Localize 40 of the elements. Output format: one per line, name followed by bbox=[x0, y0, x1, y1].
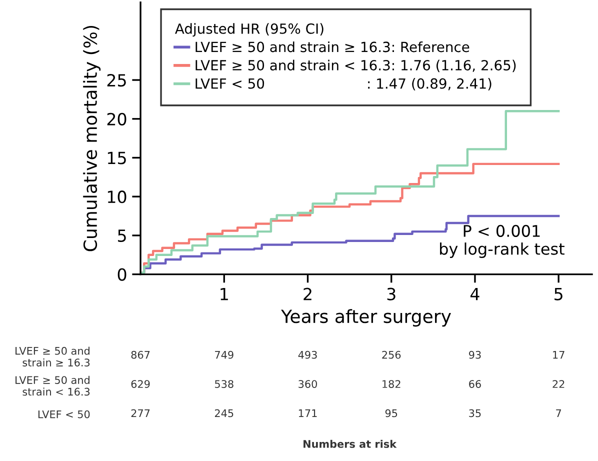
x-tick-label: 2 bbox=[304, 288, 312, 300]
data-label: 538 bbox=[215, 380, 234, 388]
x-axis-title: Numbers at risk bbox=[304, 440, 397, 448]
x-axis-title: Years after surgery bbox=[281, 309, 451, 327]
data-label: 17 bbox=[553, 351, 564, 359]
data-label: 35 bbox=[469, 409, 481, 418]
data-label: 749 bbox=[215, 350, 234, 359]
y-tick-label: 20 bbox=[107, 112, 126, 126]
y-tick-label: 15 bbox=[108, 152, 126, 164]
x-tick-label: 3 bbox=[387, 288, 396, 300]
legend-label: LVEF ≥ 50 and strain < 16.3: 1.76 (1.16, 2.65) bbox=[196, 60, 516, 72]
data-label: 66 bbox=[469, 380, 481, 388]
y-tick-label: LVEF < 50 bbox=[38, 410, 90, 418]
x-tick-label: 4 bbox=[470, 288, 480, 300]
data-label: 493 bbox=[298, 350, 317, 359]
data-label: 256 bbox=[382, 350, 401, 359]
y-tick-label: 0 bbox=[118, 268, 126, 281]
x-tick-label: 5 bbox=[554, 288, 562, 300]
data-label: 277 bbox=[131, 409, 150, 418]
y-tick-label: 25 bbox=[107, 74, 126, 87]
y-axis-title: Cumulative mortality (%) bbox=[83, 26, 101, 252]
y-tick-label: 10 bbox=[108, 190, 126, 204]
data-label: 22 bbox=[552, 380, 564, 388]
data-label: 182 bbox=[382, 380, 400, 388]
data-label: 245 bbox=[214, 409, 234, 418]
legend-title: Adjusted HR (95% CI) bbox=[175, 23, 324, 37]
data-label: 171 bbox=[298, 409, 317, 418]
legend-label: LVEF ≥ 50 and strain ≥ 16.3: Reference bbox=[196, 41, 470, 52]
data-label: 7 bbox=[556, 409, 561, 418]
y-tick-label: LVEF ≥ 50 and strain < 16.3 bbox=[16, 376, 90, 396]
annotation: P < 0.001 by log-rank test bbox=[440, 224, 564, 258]
legend-label: LVEF < 50 : 1.47 (0.89, 2.41) bbox=[196, 78, 492, 90]
y-tick-label: 5 bbox=[118, 230, 126, 242]
data-label: 93 bbox=[468, 350, 481, 359]
data-label: 360 bbox=[298, 380, 317, 388]
y-tick-label: LVEF ≥ 50 and strain ≥ 16.3 bbox=[16, 346, 90, 366]
data-label: 629 bbox=[131, 380, 150, 388]
x-tick-label: 1 bbox=[220, 288, 228, 300]
data-label: 867 bbox=[131, 350, 150, 359]
data-label: 95 bbox=[385, 409, 398, 418]
